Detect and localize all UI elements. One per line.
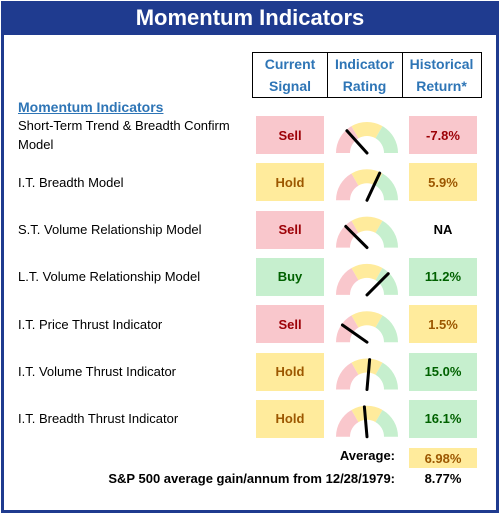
gauge-needle <box>365 272 390 297</box>
signal: Sell <box>256 305 324 344</box>
column-header: Indicator Rating <box>327 52 403 98</box>
signal: Buy <box>256 257 324 296</box>
title: Momentum Indicators <box>1 1 499 35</box>
historical-return: 16.1% <box>409 399 477 438</box>
row-name: I.T. Breadth Thrust Indicator <box>18 411 179 427</box>
signal: Hold <box>256 352 324 391</box>
average-value: 6.98% <box>409 448 477 468</box>
gauge-green <box>375 409 398 437</box>
gauge-red <box>336 409 359 437</box>
gauge-red <box>336 173 359 201</box>
gauge-green <box>375 362 398 390</box>
row-name: S.T. Volume Relationship Model <box>18 222 202 238</box>
gauge-green <box>375 220 398 248</box>
historical-return: -7.8% <box>409 116 477 154</box>
gauge-green <box>375 315 398 343</box>
historical-return: 15.0% <box>409 352 477 391</box>
row-name: I.T. Volume Thrust Indicator <box>18 364 176 379</box>
gauge-red <box>336 220 359 248</box>
average-label: Average: <box>339 448 395 463</box>
column-header: Historical Return* <box>402 52 482 98</box>
row-name: I.T. Price Thrust Indicator <box>18 316 163 332</box>
gauge-red <box>336 268 359 295</box>
signal: Hold <box>256 399 324 438</box>
signal: Hold <box>256 163 324 202</box>
row-name: I.T. Breadth Model <box>18 174 124 190</box>
row-name: Short-Term Trend & Breadth Confirm Model <box>18 118 230 152</box>
gauge-needle <box>365 171 382 202</box>
gauge-needle <box>345 129 369 155</box>
gauge-green <box>375 126 398 153</box>
historical-return: 1.5% <box>409 305 477 344</box>
gauge-needle <box>362 405 369 439</box>
gauge-red <box>336 126 359 153</box>
column-header: Current Signal <box>252 52 328 98</box>
gauge-needle <box>344 224 369 250</box>
signal: Sell <box>256 116 324 154</box>
gauge-green <box>375 173 398 201</box>
gauge-needle <box>365 358 372 391</box>
footnote-label: S&P 500 average gain/annum from 12/28/19… <box>108 471 395 486</box>
gauge-yellow <box>351 358 383 375</box>
footnote-value: 8.77% <box>424 471 462 486</box>
gauge-yellow <box>351 311 383 328</box>
signal: Sell <box>256 210 324 249</box>
gauge-red <box>336 362 359 390</box>
historical-return: NA <box>433 222 453 238</box>
gauge-yellow <box>351 216 383 233</box>
historical-return: 5.9% <box>409 163 477 202</box>
gauge-yellow <box>351 405 383 423</box>
gauge-yellow <box>351 263 383 281</box>
gauge-needle <box>340 323 369 344</box>
historical-return: 11.2% <box>409 257 477 296</box>
row-name: L.T. Volume Relationship Model <box>18 269 201 285</box>
section-label: Momentum Indicators <box>18 99 164 115</box>
gauge-yellow <box>351 121 383 139</box>
gauge-green <box>375 268 398 295</box>
